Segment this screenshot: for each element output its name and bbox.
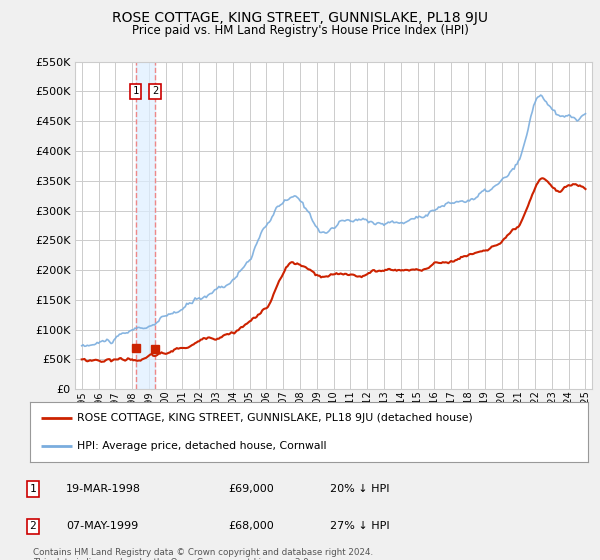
Text: 1: 1 [133, 86, 139, 96]
Text: 19-MAR-1998: 19-MAR-1998 [66, 484, 141, 494]
Text: 27% ↓ HPI: 27% ↓ HPI [330, 521, 389, 531]
Text: 07-MAY-1999: 07-MAY-1999 [66, 521, 138, 531]
Bar [136, 62, 155, 389]
Text: Contains HM Land Registry data © Crown copyright and database right 2024.
This d: Contains HM Land Registry data © Crown c… [33, 548, 373, 560]
Text: 1: 1 [29, 484, 37, 494]
Text: 2: 2 [152, 86, 158, 96]
Text: Price paid vs. HM Land Registry's House Price Index (HPI): Price paid vs. HM Land Registry's House … [131, 24, 469, 36]
Text: HPI: Average price, detached house, Cornwall: HPI: Average price, detached house, Corn… [77, 441, 327, 451]
Text: ROSE COTTAGE, KING STREET, GUNNISLAKE, PL18 9JU: ROSE COTTAGE, KING STREET, GUNNISLAKE, P… [112, 11, 488, 25]
Text: £69,000: £69,000 [228, 484, 274, 494]
Text: ROSE COTTAGE, KING STREET, GUNNISLAKE, PL18 9JU (detached house): ROSE COTTAGE, KING STREET, GUNNISLAKE, P… [77, 413, 473, 423]
Text: 2: 2 [29, 521, 37, 531]
Text: 20% ↓ HPI: 20% ↓ HPI [330, 484, 389, 494]
Text: £68,000: £68,000 [228, 521, 274, 531]
